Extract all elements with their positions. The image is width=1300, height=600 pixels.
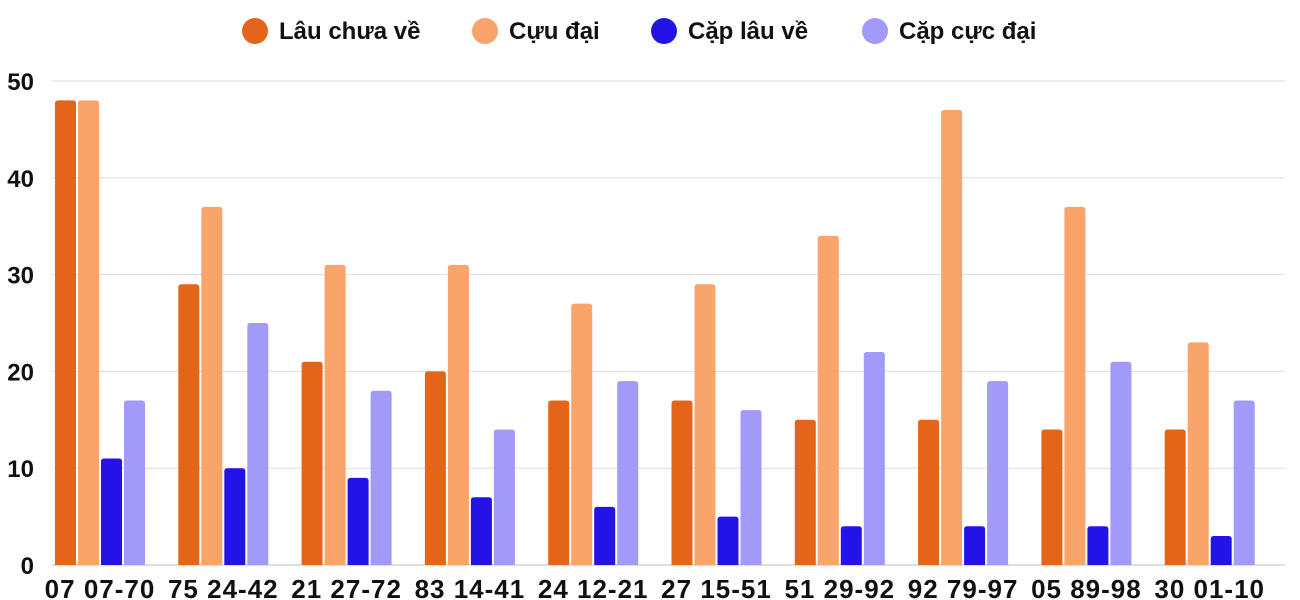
bar-4-8 bbox=[987, 381, 1009, 565]
bar-4-3 bbox=[370, 390, 392, 565]
x-tick-label: 21 27-72 bbox=[291, 574, 402, 600]
legend-marker bbox=[472, 18, 498, 44]
x-tick-label: 92 79-97 bbox=[908, 574, 1019, 600]
bar-2-6 bbox=[694, 284, 716, 565]
y-axis: 0 10 20 30 40 50 bbox=[7, 69, 34, 580]
bar-3-8 bbox=[964, 526, 986, 565]
x-tick-label: 30 01-10 bbox=[1154, 574, 1265, 600]
bar-1-4 bbox=[424, 371, 446, 565]
bar-1-3 bbox=[301, 361, 323, 565]
bar-4-7 bbox=[863, 352, 885, 565]
bar-3-2 bbox=[224, 468, 246, 565]
bar-1-7 bbox=[794, 419, 816, 565]
bar-4-1 bbox=[124, 400, 145, 565]
x-tick-label: 07 07-70 bbox=[45, 574, 156, 600]
bar-1-9 bbox=[1041, 429, 1063, 565]
bar-4-10 bbox=[1233, 400, 1255, 565]
bar-3-7 bbox=[840, 526, 862, 565]
bar-3-4 bbox=[470, 497, 492, 565]
legend-marker bbox=[242, 18, 268, 44]
bar-4-5 bbox=[617, 381, 639, 565]
bar-4-6 bbox=[740, 410, 762, 565]
legend-label: Cặp lâu về bbox=[688, 18, 808, 45]
bar-1-5 bbox=[548, 400, 570, 565]
y-tick-label: 50 bbox=[7, 69, 34, 96]
legend-label: Cặp cực đại bbox=[899, 18, 1036, 45]
legend-marker bbox=[651, 18, 677, 44]
x-axis: 07 07-70 75 24-42 21 27-72 83 14-41 24 12-21… bbox=[45, 574, 1265, 600]
bar-2-8 bbox=[941, 110, 963, 565]
bar-2-10 bbox=[1187, 342, 1209, 565]
bar-3-10 bbox=[1210, 535, 1232, 565]
bar-2-3 bbox=[324, 264, 346, 565]
x-tick-label: 83 14-41 bbox=[415, 574, 526, 600]
y-tick-label: 10 bbox=[7, 456, 34, 483]
x-tick-label: 05 89-98 bbox=[1031, 574, 1142, 600]
x-tick-label: 27 15-51 bbox=[661, 574, 772, 600]
y-tick-label: 20 bbox=[7, 359, 34, 386]
bar-4-4 bbox=[493, 429, 515, 565]
bar-3-1 bbox=[101, 458, 122, 565]
bar-1-1 bbox=[55, 100, 76, 566]
y-tick-label: 0 bbox=[21, 553, 34, 580]
bar-3-5 bbox=[594, 506, 616, 565]
legend-label: Lâu chưa về bbox=[279, 18, 420, 45]
bar-1-10 bbox=[1164, 429, 1186, 565]
bar-3-3 bbox=[347, 477, 369, 565]
bar-1-2 bbox=[178, 284, 200, 565]
bar-2-7 bbox=[817, 235, 839, 565]
y-tick-label: 40 bbox=[7, 166, 34, 193]
bars bbox=[55, 100, 1255, 566]
bar-2-5 bbox=[571, 303, 593, 565]
bar-2-1 bbox=[78, 100, 99, 566]
legend-label: Cựu đại bbox=[509, 18, 600, 45]
bar-1-8 bbox=[918, 419, 940, 565]
bar-3-9 bbox=[1087, 526, 1109, 565]
y-tick-label: 30 bbox=[7, 263, 34, 290]
x-tick-label: 75 24-42 bbox=[168, 574, 279, 600]
bar-1-6 bbox=[671, 400, 693, 565]
bar-2-4 bbox=[447, 264, 469, 565]
x-tick-label: 24 12-21 bbox=[538, 574, 649, 600]
legend: Lâu chưa về Cựu đại Cặp lâu về Cặp cực đại bbox=[242, 18, 1036, 45]
legend-marker bbox=[862, 18, 888, 44]
x-tick-label: 51 29-92 bbox=[784, 574, 895, 600]
bar-3-6 bbox=[717, 516, 739, 565]
bar-2-2 bbox=[201, 206, 223, 565]
bar-4-2 bbox=[247, 323, 269, 565]
bar-4-9 bbox=[1110, 361, 1132, 565]
bar-2-9 bbox=[1064, 206, 1086, 565]
